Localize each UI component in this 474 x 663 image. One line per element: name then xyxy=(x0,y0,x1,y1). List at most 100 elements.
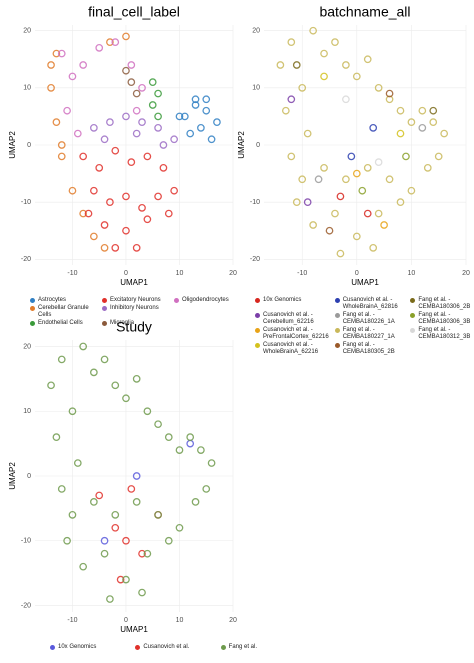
legend-item: Excitatory Neurons xyxy=(102,297,168,304)
point xyxy=(122,226,130,235)
y-axis-label: UMAP2 xyxy=(237,131,246,159)
legend-item: Cusanovich et al. - WholeBrainA_62816 xyxy=(334,297,405,311)
point xyxy=(52,118,61,126)
legend-item: 10x Genomics xyxy=(50,644,129,651)
point xyxy=(68,72,77,81)
legend-item: Cusanovich et al. - PreFrontalCortex_622… xyxy=(255,327,329,341)
point xyxy=(314,175,323,184)
point xyxy=(127,158,136,166)
point xyxy=(127,485,136,493)
legend-item: Fang et al. - CEMBA180226_1A xyxy=(334,312,405,326)
y-tick-label: 20 xyxy=(252,28,260,35)
point xyxy=(111,146,120,155)
point xyxy=(175,112,184,121)
legend-label: Fang et al. - CEMBA180305_2B xyxy=(342,342,395,355)
point xyxy=(138,549,146,558)
point xyxy=(292,61,301,69)
legend-swatch xyxy=(135,645,141,650)
x-tick-label: -10 xyxy=(67,617,77,624)
point xyxy=(191,101,200,109)
point xyxy=(79,342,88,351)
legend-label: Cusanovich et al. - WholeBrainA_62816 xyxy=(342,297,398,310)
point xyxy=(207,459,216,467)
x-tick-label: 20 xyxy=(229,270,237,277)
point xyxy=(207,135,216,144)
legend-swatch xyxy=(255,298,260,303)
point xyxy=(170,186,178,195)
point xyxy=(154,112,162,121)
point xyxy=(73,459,82,467)
legend-swatch xyxy=(102,306,107,311)
point xyxy=(423,164,432,172)
y-tick-label: 0 xyxy=(27,142,31,149)
point xyxy=(132,244,141,252)
point xyxy=(132,375,141,383)
point xyxy=(363,209,372,218)
point xyxy=(352,169,361,178)
point xyxy=(159,141,168,149)
point xyxy=(213,118,221,126)
legend-swatch xyxy=(255,313,260,318)
point xyxy=(132,89,141,98)
legend-label: Fang et al. - CEMBA180306_2B xyxy=(418,297,471,310)
point xyxy=(418,124,427,132)
chart-title: final_cell_label xyxy=(88,4,180,20)
legend-swatch xyxy=(255,328,260,333)
point xyxy=(143,549,152,558)
point xyxy=(186,433,195,441)
point xyxy=(73,129,82,138)
legend-label: Excitatory Neurons xyxy=(110,297,161,303)
point xyxy=(122,66,130,75)
legend-label: Cusanovich et al. - WholeBrainA_62216 xyxy=(263,342,319,355)
point xyxy=(309,221,317,229)
x-tick-label: 20 xyxy=(462,270,470,277)
point xyxy=(325,226,334,235)
point xyxy=(122,192,130,201)
point xyxy=(276,61,285,69)
x-tick-label: 10 xyxy=(176,270,184,277)
point xyxy=(143,215,152,224)
point xyxy=(47,381,55,390)
point xyxy=(154,192,162,201)
legend-label: Cerebellar Granule Cells xyxy=(38,305,89,318)
point xyxy=(52,433,61,441)
point xyxy=(57,152,66,161)
legend-swatch xyxy=(410,328,416,333)
point xyxy=(303,129,312,138)
point xyxy=(154,124,162,132)
point xyxy=(202,106,211,115)
point xyxy=(336,192,345,201)
legend-item: Microglia xyxy=(102,320,168,327)
legend-item: Fang et al. xyxy=(220,644,300,651)
point xyxy=(434,152,443,161)
point xyxy=(298,84,307,92)
point xyxy=(138,204,146,212)
x-tick-label: -10 xyxy=(297,270,307,277)
y-tick-label: -20 xyxy=(21,256,31,263)
legend-item: Cerebellar Granule Cells xyxy=(30,305,96,319)
legend-label: Fang et al. - CEMBA180312_3B xyxy=(418,327,471,340)
point xyxy=(331,38,339,46)
x-axis-label: UMAP1 xyxy=(351,278,379,287)
point xyxy=(111,523,120,532)
point xyxy=(396,106,405,115)
point xyxy=(170,135,178,144)
point xyxy=(380,221,388,229)
point xyxy=(385,89,394,98)
point xyxy=(90,498,98,506)
point xyxy=(358,186,367,195)
point xyxy=(154,511,162,519)
point xyxy=(320,72,328,81)
point xyxy=(100,549,109,558)
point xyxy=(100,221,109,229)
point xyxy=(287,95,296,104)
x-axis-label: UMAP1 xyxy=(120,625,148,634)
point xyxy=(143,407,152,416)
legend-item: Cusanovich et al. - WholeBrainA_62216 xyxy=(255,342,329,356)
point xyxy=(95,491,104,500)
point xyxy=(407,118,416,126)
legend-swatch xyxy=(50,645,55,650)
legend-swatch xyxy=(174,298,179,303)
point xyxy=(396,198,405,206)
point xyxy=(148,101,157,109)
